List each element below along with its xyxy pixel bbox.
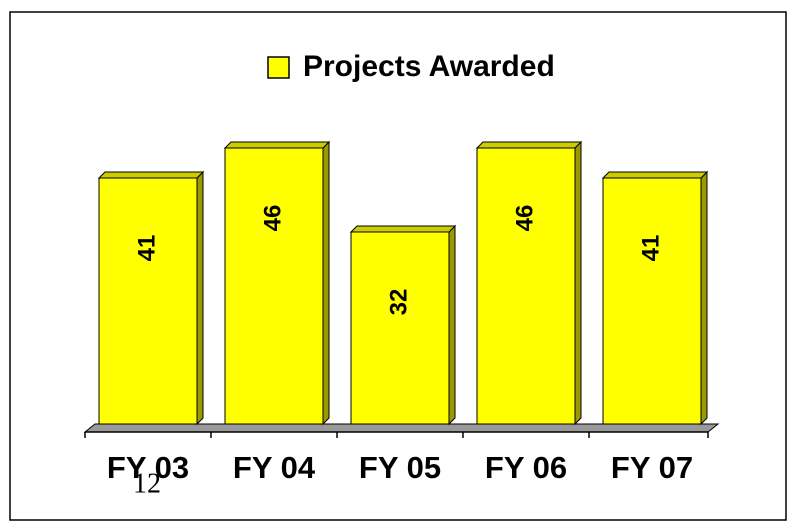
bar-top — [223, 141, 331, 149]
bar — [223, 140, 331, 426]
x-tick-label: FY 05 — [359, 450, 441, 485]
bar-top — [601, 171, 709, 179]
bar-side — [196, 170, 204, 426]
bar — [475, 140, 583, 426]
x-tick-label: FY 04 — [233, 450, 316, 485]
x-tick-label: FY 03 — [107, 450, 189, 485]
x-tick-label: FY 07 — [611, 450, 693, 485]
legend-swatch — [267, 56, 290, 79]
bar-side — [700, 170, 708, 426]
bar-side — [448, 224, 456, 426]
data-label: 46 — [511, 205, 538, 232]
bar-top — [97, 171, 205, 179]
bar — [97, 170, 205, 426]
bar-front — [476, 147, 576, 425]
bar-front — [224, 147, 324, 425]
legend-label: Projects Awarded — [303, 50, 555, 83]
page-number: 12 — [133, 468, 161, 499]
x-tick-label: FY 06 — [485, 450, 567, 485]
bar-top — [475, 141, 583, 149]
data-label: 32 — [385, 289, 412, 316]
data-label: 46 — [259, 205, 286, 232]
bar — [349, 224, 457, 426]
floor — [83, 423, 720, 433]
bar-side — [574, 140, 582, 426]
data-label: 41 — [637, 235, 664, 262]
bar — [601, 170, 709, 426]
bar-side — [322, 140, 330, 426]
bar-front — [98, 177, 198, 425]
bar-front — [602, 177, 702, 425]
data-label: 41 — [133, 235, 160, 262]
bar-top — [349, 225, 457, 233]
bar-front — [350, 231, 450, 425]
